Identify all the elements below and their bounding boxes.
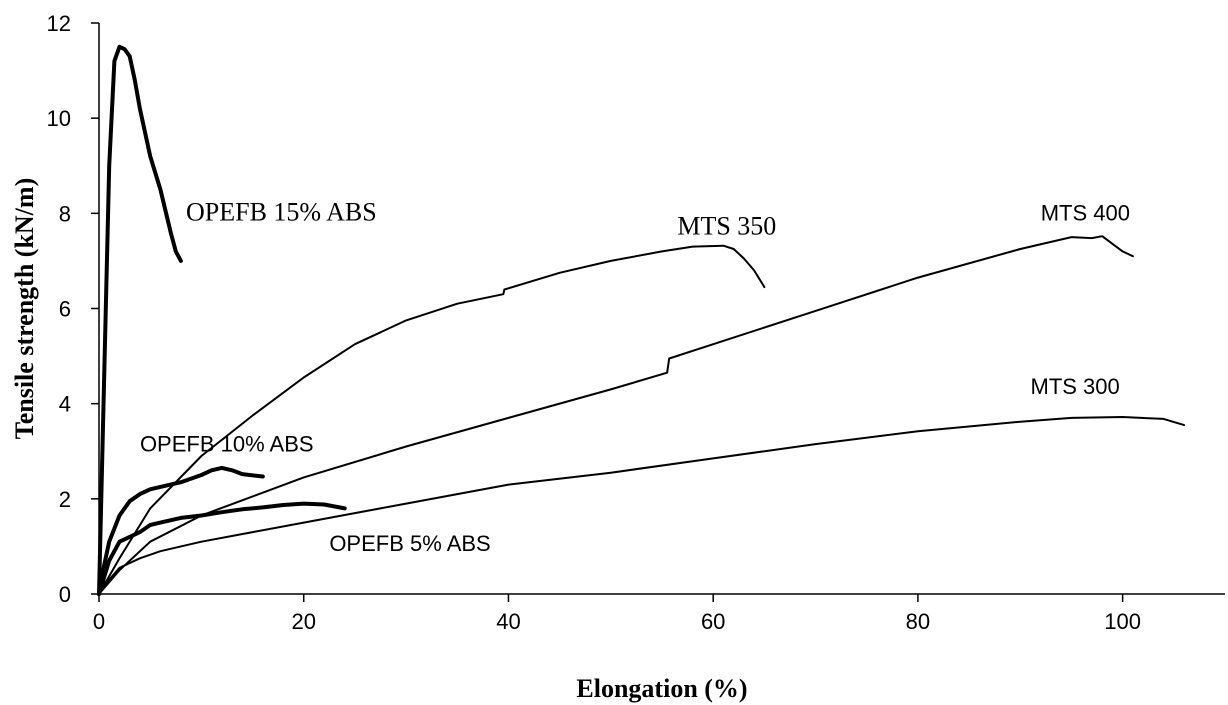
ticks: 0 20 40 60 80 100 0 2 4 6 8 10 12: [47, 11, 1141, 634]
x-tick-label: 100: [1104, 609, 1141, 634]
x-tick-label: 60: [701, 609, 725, 634]
series-line-mts-400: [98, 235, 1134, 595]
y-tick-label: 6: [59, 297, 71, 322]
y-tick-label: 8: [59, 201, 71, 226]
series-label: OPEFB 15% ABS: [186, 197, 377, 226]
series-label: MTS 400: [1041, 200, 1130, 225]
y-axis-title: Tensile strength (kN/m): [10, 178, 39, 439]
series-line-mts-350: [98, 244, 766, 595]
y-tick-label: 0: [59, 582, 71, 607]
series-label: OPEFB 5% ABS: [329, 531, 490, 556]
series-line-opefb-10-abs: [97, 465, 265, 596]
series-line-opefb-5-abs: [97, 501, 347, 596]
x-tick-label: 20: [291, 609, 315, 634]
series-line-mts-300: [98, 416, 1186, 595]
y-tick-label: 2: [59, 487, 71, 512]
series-label: MTS 350: [677, 212, 776, 241]
series-line-opefb-15-abs: [97, 44, 183, 596]
series-label: OPEFB 10% ABS: [140, 431, 314, 456]
series-group: [97, 44, 1186, 596]
series-label: MTS 300: [1031, 374, 1120, 399]
y-tick-label: 4: [59, 392, 71, 417]
annotations: OPEFB 15% ABS MTS 350 MTS 400 MTS 300 OPEFB …: [140, 197, 1130, 556]
x-tick-label: 80: [906, 609, 930, 634]
y-tick-label: 10: [47, 106, 71, 131]
x-axis-title: Elongation (%): [576, 674, 747, 703]
x-tick-label: 40: [496, 609, 520, 634]
y-tick-label: 12: [47, 11, 71, 36]
x-tick-label: 0: [93, 609, 105, 634]
